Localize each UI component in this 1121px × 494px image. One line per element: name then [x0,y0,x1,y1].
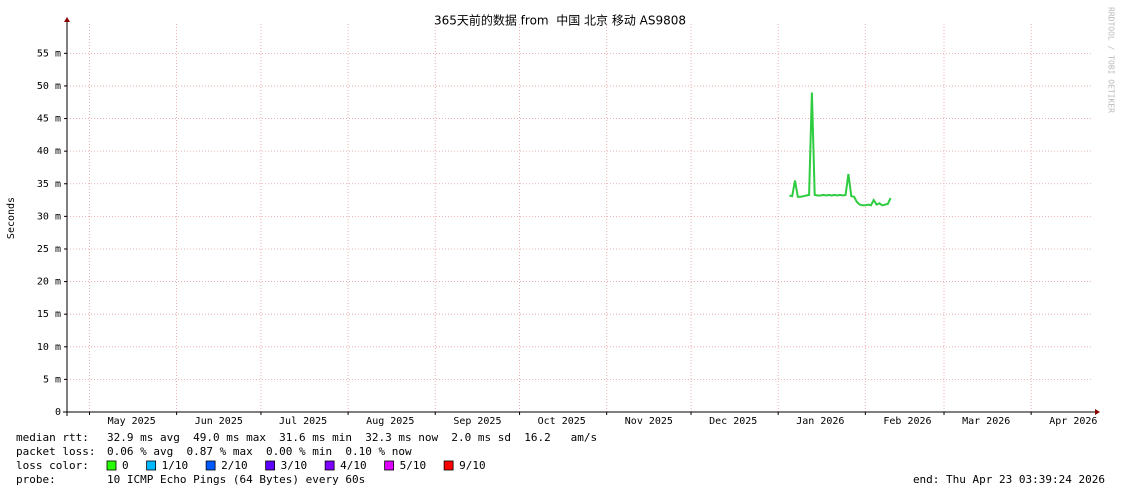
y-tick-label: 15 m [37,309,61,320]
x-tick-label: Apr 2026 [1049,416,1097,427]
y-tick-label: 10 m [37,342,61,353]
end-time: end: Thu Apr 23 03:39:24 2026 [913,473,1105,486]
loss-label: 3/10 [281,459,308,472]
x-tick-label: May 2025 [108,416,156,427]
stat-text: 0.06 % avg 0.87 % max 0.00 % min 0.10 % … [107,445,412,458]
stat-label: probe: [16,473,56,486]
loss-swatch [384,460,395,471]
loss-label: 0 [122,459,129,472]
loss-label: 1/10 [162,459,189,472]
stat-label: loss color: [16,459,89,472]
loss-swatch [146,460,157,471]
x-tick-label: Mar 2026 [962,416,1010,427]
y-tick-label: 20 m [37,277,61,288]
loss-swatch [265,460,276,471]
x-tick-label: Jun 2025 [195,416,243,427]
chart-title: 365天前的数据 from 中国 北京 移动 AS9808 [434,13,686,28]
axis-arrow [1095,409,1100,415]
y-axis-label: Seconds [6,197,17,239]
loss-legend: 0 1/10 2/10 3/10 4/10 5/10 9/10 [106,459,486,472]
y-tick-label: 40 m [37,146,61,157]
y-tick-label: 25 m [37,244,61,255]
stat-text: 10 ICMP Echo Pings (64 Bytes) every 60s [107,473,365,486]
axis-arrow [64,17,70,22]
rtt-line [789,92,892,207]
loss-swatch [324,460,335,471]
loss-swatch [106,460,117,471]
y-tick-label: 55 m [37,48,61,59]
loss-label: 2/10 [221,459,248,472]
y-tick-label: 45 m [37,114,61,125]
y-tick-label: 30 m [37,211,61,222]
x-tick-label: Sep 2025 [453,416,501,427]
plot: 0 5 m 10 m 15 m 20 m 25 m 30 m 35 m 40 m 45 m 50 m… [37,17,1100,427]
loss-label: 4/10 [340,459,367,472]
loss-label: 5/10 [400,459,427,472]
x-tick-label: Jul 2025 [279,416,327,427]
x-tick-label: Feb 2026 [883,416,931,427]
x-tick-label: Aug 2025 [366,416,414,427]
stat-text: 32.9 ms avg 49.0 ms max 31.6 ms min 32.3… [107,431,597,444]
x-tick-label: Nov 2025 [625,416,673,427]
loss-label: 9/10 [459,459,486,472]
y-tick-label: 35 m [37,179,61,190]
stat-label: median rtt: [16,431,89,444]
y-tick-label: 5 m [43,374,61,385]
y-tick-label: 50 m [37,81,61,92]
x-tick-label: Oct 2025 [538,416,586,427]
stat-label: packet loss: [16,445,95,458]
loss-swatch [205,460,216,471]
x-tick-label: Jan 2026 [796,416,844,427]
loss-swatch [443,460,454,471]
watermark: RRDTOOL / TOBI OETIKER [1107,7,1116,113]
x-tick-label: Dec 2025 [709,416,757,427]
y-tick-label: 0 [55,407,61,418]
